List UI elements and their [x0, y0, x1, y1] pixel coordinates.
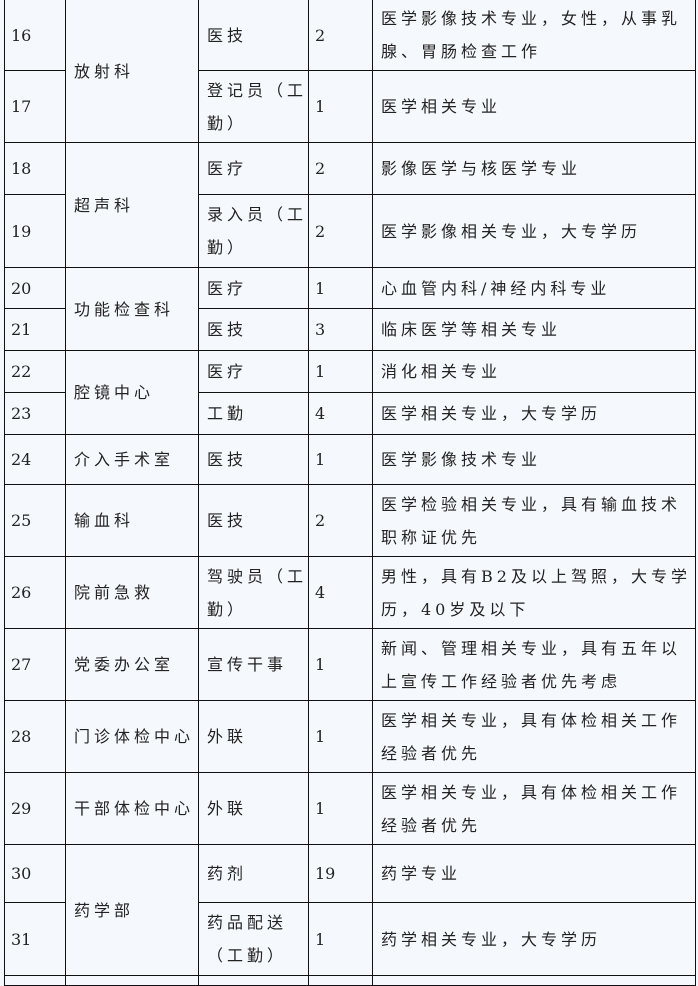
partial-cell: [308, 975, 373, 986]
row-number: 26: [4, 556, 66, 629]
department-cell: 党委办公室: [65, 628, 199, 701]
row-number: 29: [4, 772, 66, 845]
row-number: 23: [4, 392, 66, 435]
position-cell: 宣传干事: [198, 628, 309, 701]
department-cell: 输血科: [65, 484, 199, 557]
row-number: 17: [4, 70, 66, 143]
position-cell: 医技: [198, 434, 309, 485]
requirements-cell: 影像医学与核医学专业: [372, 142, 696, 195]
headcount-cell: 4: [308, 392, 373, 435]
requirements-cell: 新闻、管理相关专业，具有五年以上宣传工作经验者优先考虑: [372, 628, 696, 701]
table-row: 31 药品配送（工勤） 1 药学相关专业，大专学历: [4, 902, 696, 976]
partial-cell: [4, 975, 66, 986]
department-cell: 超声科: [65, 142, 199, 268]
department-cell: 干部体检中心: [65, 772, 199, 845]
headcount-cell: 1: [308, 70, 373, 143]
requirements-cell: 男性，具有B2及以上驾照，大专学历，40岁及以下: [372, 556, 696, 629]
headcount-cell: 2: [308, 142, 373, 195]
table-row: 24 介入手术室 医技 1 医学影像技术专业: [4, 434, 696, 485]
table-row: 16 放射科 医技 2 医学影像技术专业，女性，从事乳腺、胃肠检查工作: [4, 0, 696, 143]
headcount-cell: 19: [308, 844, 373, 903]
department-cell: 放射科: [65, 0, 199, 143]
position-cell: 医疗: [198, 350, 309, 393]
table-row: 29 干部体检中心 外联 1 医学相关专业，具有体检相关工作经验者优先: [4, 772, 696, 845]
partial-cell: [372, 975, 696, 986]
position-cell: 医疗: [198, 267, 309, 309]
table-row: 21 医技 3 临床医学等相关专业: [4, 308, 696, 351]
row-number: 16: [4, 0, 66, 71]
table-row: 28 门诊体检中心 外联 1 医学相关专业，具有体检相关工作经验者优先: [4, 700, 696, 773]
requirements-cell: 药学专业: [372, 844, 696, 903]
row-number: 19: [4, 194, 66, 268]
requirements-cell: 医学相关专业，具有体检相关工作经验者优先: [372, 700, 696, 773]
table-row: 30 药学部 药剂 19 药学专业: [4, 844, 696, 976]
table-row: 19 录入员（工勤） 2 医学影像相关专业，大专学历: [4, 194, 696, 268]
table-row: 27 党委办公室 宣传干事 1 新闻、管理相关专业，具有五年以上宣传工作经验者优先考虑: [4, 628, 696, 701]
row-number: 21: [4, 308, 66, 351]
table-row: 23 工勤 4 医学相关专业，大专学历: [4, 392, 696, 435]
position-cell: 外联: [198, 772, 309, 845]
partial-cell: [198, 975, 309, 986]
partial-cell: [65, 975, 199, 986]
department-cell: 药学部: [65, 844, 199, 976]
requirements-cell: 心血管内科/神经内科专业: [372, 267, 696, 309]
row-number: 24: [4, 434, 66, 485]
row-number: 31: [4, 902, 66, 976]
position-cell: 录入员（工勤）: [198, 194, 309, 268]
row-number: 22: [4, 350, 66, 393]
department-cell: 院前急救: [65, 556, 199, 629]
headcount-cell: 1: [308, 902, 373, 976]
requirements-cell: 医学相关专业，大专学历: [372, 392, 696, 435]
recruitment-table: 16 放射科 医技 2 医学影像技术专业，女性，从事乳腺、胃肠检查工作 17 登记员（工勤）…: [4, 0, 696, 986]
position-cell: 工勤: [198, 392, 309, 435]
requirements-cell: 医学相关专业: [372, 70, 696, 143]
row-number: 28: [4, 700, 66, 773]
row-number: 18: [4, 142, 66, 195]
table-row: 25 输血科 医技 2 医学检验相关专业，具有输血技术职称证优先: [4, 484, 696, 557]
position-cell: 药品配送（工勤）: [198, 902, 309, 976]
headcount-cell: 4: [308, 556, 373, 629]
headcount-cell: 1: [308, 434, 373, 485]
department-cell: 功能检查科: [65, 267, 199, 351]
headcount-cell: 3: [308, 308, 373, 351]
position-cell: 药剂: [198, 844, 309, 903]
position-cell: 医技: [198, 484, 309, 557]
headcount-cell: 1: [308, 267, 373, 309]
requirements-cell: 医学影像技术专业，女性，从事乳腺、胃肠检查工作: [372, 0, 696, 71]
requirements-cell: 消化相关专业: [372, 350, 696, 393]
department-cell: 介入手术室: [65, 434, 199, 485]
row-number: 20: [4, 267, 66, 309]
row-number: 25: [4, 484, 66, 557]
position-cell: 医疗: [198, 142, 309, 195]
row-number: 30: [4, 844, 66, 903]
headcount-cell: 1: [308, 350, 373, 393]
position-cell: 登记员（工勤）: [198, 70, 309, 143]
position-cell: 驾驶员（工勤）: [198, 556, 309, 629]
table-row: 20 功能检查科 医疗 1 心血管内科/神经内科专业: [4, 267, 696, 351]
headcount-cell: 2: [308, 0, 373, 71]
table-row: 26 院前急救 驾驶员（工勤） 4 男性，具有B2及以上驾照，大专学历，40岁及以下: [4, 556, 696, 629]
headcount-cell: 2: [308, 194, 373, 268]
department-cell: 门诊体检中心: [65, 700, 199, 773]
table-row: 22 腔镜中心 医疗 1 消化相关专业: [4, 350, 696, 435]
headcount-cell: 1: [308, 772, 373, 845]
requirements-cell: 医学检验相关专业，具有输血技术职称证优先: [372, 484, 696, 557]
requirements-cell: 药学相关专业，大专学历: [372, 902, 696, 976]
position-cell: 医技: [198, 0, 309, 71]
headcount-cell: 1: [308, 628, 373, 701]
headcount-cell: 2: [308, 484, 373, 557]
row-number: 27: [4, 628, 66, 701]
requirements-cell: 医学相关专业，具有体检相关工作经验者优先: [372, 772, 696, 845]
table-row: 17 登记员（工勤） 1 医学相关专业: [4, 70, 696, 143]
requirements-cell: 临床医学等相关专业: [372, 308, 696, 351]
requirements-cell: 医学影像技术专业: [372, 434, 696, 485]
headcount-cell: 1: [308, 700, 373, 773]
table-row: 18 超声科 医疗 2 影像医学与核医学专业: [4, 142, 696, 268]
position-cell: 外联: [198, 700, 309, 773]
requirements-cell: 医学影像相关专业，大专学历: [372, 194, 696, 268]
department-cell: 腔镜中心: [65, 350, 199, 435]
position-cell: 医技: [198, 308, 309, 351]
